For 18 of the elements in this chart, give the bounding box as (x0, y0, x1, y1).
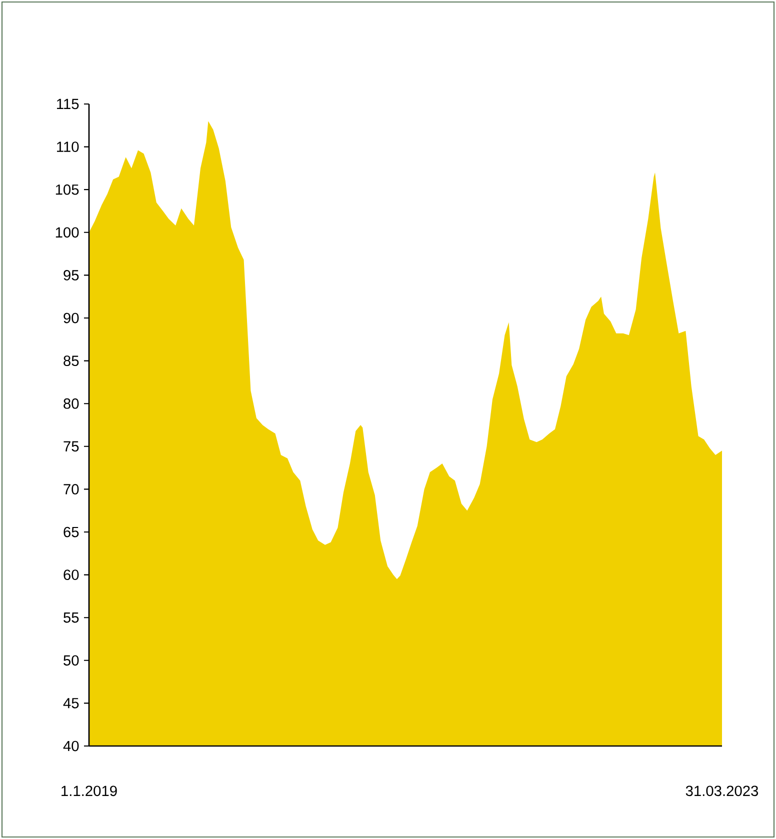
y-tick-label: 115 (57, 98, 79, 110)
y-tick-label: 70 (64, 484, 79, 494)
x-tick-label: 31.03.2023 (686, 786, 758, 796)
y-tick-label: 55 (64, 612, 79, 623)
x-tick-label: 1.1.2019 (62, 786, 117, 796)
y-tick-label: 40 (63, 740, 79, 752)
y-tick-label: 85 (64, 356, 79, 366)
y-tick-label: 80 (64, 398, 79, 409)
y-tick-label: 60 (64, 570, 79, 580)
y-tick-label: 90 (64, 312, 79, 324)
y-tick-label: 50 (64, 655, 79, 666)
y-tick-label: 95 (64, 270, 79, 280)
y-tick-label: 105 (56, 184, 79, 195)
y-tick-label: 65 (64, 526, 79, 538)
y-tick-label: 100 (56, 227, 79, 238)
y-tick-label: 45 (63, 698, 79, 708)
y-tick-label: 110 (57, 142, 79, 152)
y-tick-label: 75 (64, 441, 79, 452)
